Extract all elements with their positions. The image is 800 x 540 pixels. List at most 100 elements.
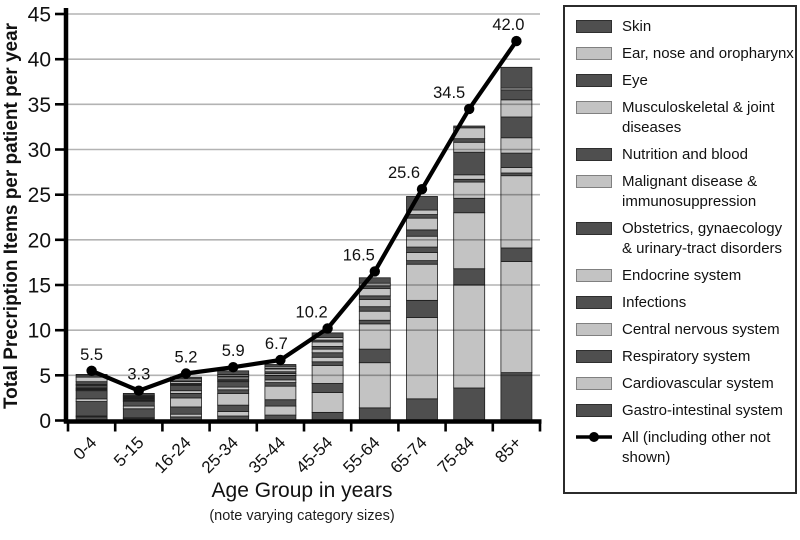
legend-item: Musculoskeletal & joint diseases <box>576 98 790 138</box>
legend-swatch <box>576 323 612 336</box>
bar-segment <box>500 152 533 168</box>
legend-label: Nutrition and blood <box>622 146 748 163</box>
point-value-label: 25.6 <box>388 164 420 182</box>
legend-swatch <box>576 222 612 235</box>
bar-segment <box>406 214 438 219</box>
bar-segment <box>453 284 486 389</box>
legend-label: Obstetrics, gynaecology & urinary-tract … <box>622 220 783 257</box>
bar-segment <box>453 125 486 129</box>
point-value-label: 10.2 <box>296 303 328 321</box>
bar-segment <box>358 299 391 308</box>
x-tick-label: 16-24 <box>151 433 195 477</box>
legend-item: Malignant disease & immunosuppression <box>576 172 790 212</box>
line-marker <box>369 266 380 277</box>
bar-segment <box>358 319 391 325</box>
legend-swatch <box>576 377 612 390</box>
bar-segment <box>264 379 297 383</box>
line-layer: 5.5 3.3 5.2 5.9 6.7 10.2 16.5 25.6 34.5 42.0 <box>80 16 524 396</box>
bar-segment <box>217 389 250 394</box>
legend: Skin Ear, nose and oropharynx Eye Musculosk… <box>563 5 797 494</box>
plot-svg: 0 5 10 15 20 25 30 35 40 45 0-4 5-15 16-24 25-34 35-44… <box>1 4 542 524</box>
bar-segment <box>170 397 202 408</box>
y-tick-label: 30 <box>28 139 51 162</box>
bar-segment <box>453 141 486 153</box>
bar-segment <box>311 361 344 366</box>
legend-item: Cardiovascular system <box>576 374 790 394</box>
bar-segment <box>264 405 297 416</box>
x-axis-title: Age Group in years <box>212 479 393 502</box>
bar-segment <box>358 310 391 321</box>
bar-segment <box>358 295 391 300</box>
bar-segment <box>500 167 533 174</box>
legend-swatch <box>576 269 612 282</box>
bar-segment <box>170 413 202 418</box>
x-tick-label: 35-44 <box>245 433 289 477</box>
bar-segment <box>75 376 108 383</box>
point-value-label: 34.5 <box>433 84 465 102</box>
y-tick-label: 45 <box>28 4 51 27</box>
legend-label: Endocrine system <box>622 267 742 284</box>
y-tick-label: 5 <box>39 365 51 388</box>
point-value-label: 3.3 <box>127 366 150 384</box>
bar-segment <box>406 246 438 253</box>
line-marker <box>86 365 97 376</box>
legend-label: Central nervous system <box>622 321 780 338</box>
point-value-label: 6.7 <box>265 335 288 353</box>
bar-segment <box>453 212 486 270</box>
point-value-label: 5.9 <box>222 342 245 360</box>
legend-item: All (including other not shown) <box>576 428 790 468</box>
line-marker <box>180 368 192 379</box>
legend-label: Ear, nose and oropharynx <box>622 45 794 62</box>
y-tick-label: 10 <box>28 320 51 343</box>
bar-segment <box>406 229 438 237</box>
y-tick-label: 40 <box>28 49 51 72</box>
legend-item: Central nervous system <box>576 320 790 340</box>
all-items-line <box>90 39 519 393</box>
y-tick-label: 15 <box>28 275 51 298</box>
bar-segment <box>75 381 108 385</box>
bar-segment <box>406 317 438 400</box>
bar-segment <box>217 386 250 391</box>
bar-segment <box>358 323 391 350</box>
bar-segment <box>453 138 486 143</box>
legend-label: Infections <box>622 294 687 311</box>
legend-item: Ear, nose and oropharynx <box>576 44 794 64</box>
bar-segment <box>406 260 438 265</box>
legend-label: Respiratory system <box>622 348 751 365</box>
line-marker <box>228 362 239 373</box>
bar-segment <box>264 382 297 387</box>
bar-segment <box>75 401 108 417</box>
bar-segment <box>453 151 486 176</box>
bar-segment <box>311 392 344 413</box>
legend-item: Gastro-intestinal system <box>576 401 790 421</box>
bar-segment <box>406 235 438 248</box>
bar-segment <box>406 252 438 262</box>
bar-segment <box>500 89 533 101</box>
bar-segment <box>500 99 533 118</box>
bar-segment <box>264 368 297 373</box>
bar-segment <box>500 247 533 262</box>
line-marker <box>275 354 286 366</box>
legend-swatch <box>576 404 612 417</box>
bar-segment <box>311 348 344 354</box>
bar-segment <box>358 288 391 297</box>
bar-segment <box>217 411 250 417</box>
bar-segment <box>75 384 108 389</box>
bars-layer <box>75 66 533 421</box>
y-tick-label: 25 <box>28 184 51 207</box>
bar-segment <box>453 174 486 180</box>
x-tick-label: 45-54 <box>292 433 336 477</box>
y-axis-title: Total Precription Items per patient per … <box>1 22 22 409</box>
point-value-label: 5.5 <box>80 346 103 364</box>
line-marker <box>464 103 475 115</box>
x-tick-label: 75-84 <box>434 433 478 477</box>
bar-segment <box>406 263 438 301</box>
legend-swatch <box>576 175 612 188</box>
line-marker <box>511 35 522 47</box>
legend-label: All (including other not shown) <box>622 429 771 466</box>
bar-segment <box>311 364 344 384</box>
legend-item: Infections <box>576 293 790 313</box>
bar-segment <box>500 116 533 139</box>
bar-segment <box>122 401 155 407</box>
